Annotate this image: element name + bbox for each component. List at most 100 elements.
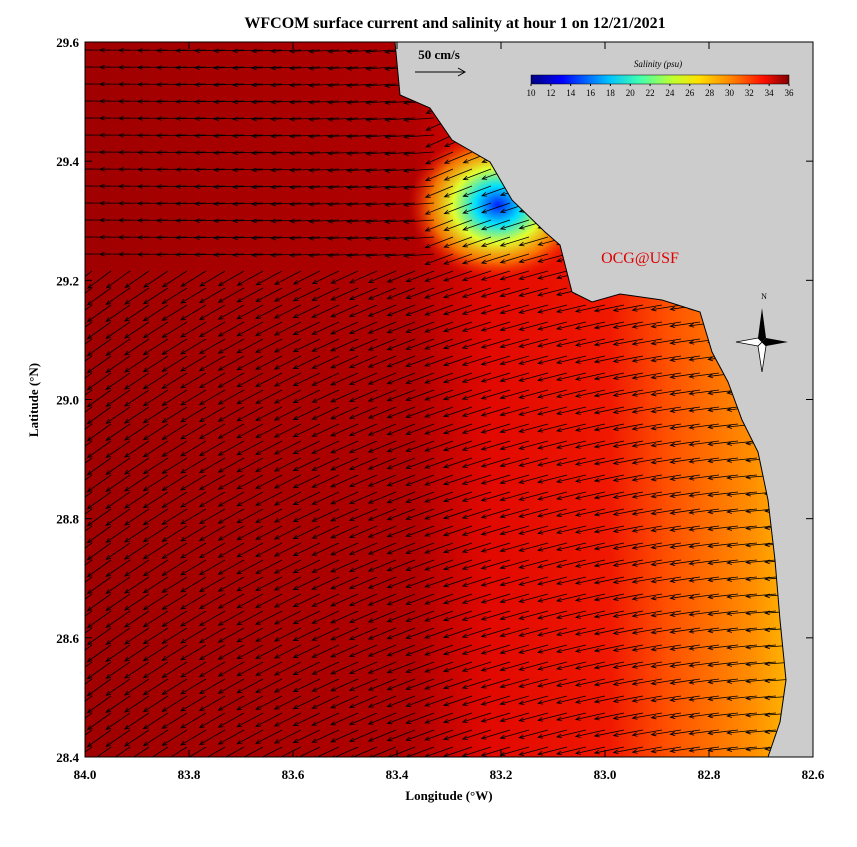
current-arrow [105, 372, 131, 390]
current-arrow [124, 746, 150, 757]
current-arrow [405, 644, 435, 656]
current-arrow [330, 576, 359, 590]
current-arrow [142, 474, 169, 492]
current-arrow [236, 661, 264, 677]
current-arrow [499, 406, 530, 417]
current-arrow [124, 491, 150, 509]
current-arrow [555, 321, 587, 331]
current-arrow [555, 406, 587, 416]
current-arrow [707, 729, 739, 736]
current-arrow [461, 491, 492, 502]
current-arrow [85, 661, 93, 680]
current-arrow [367, 661, 397, 674]
current-arrow [255, 712, 283, 727]
current-arrow [236, 440, 264, 456]
current-arrow [174, 167, 207, 172]
current-arrow [555, 610, 587, 620]
current-arrow [105, 287, 131, 306]
current-arrow [574, 355, 606, 364]
current-arrow [384, 151, 416, 156]
current-arrow [274, 270, 302, 285]
current-arrow [462, 236, 492, 248]
colorbar-tick-label: 18 [606, 88, 616, 98]
current-arrow [405, 695, 435, 707]
current-arrow [270, 218, 302, 224]
current-arrow [442, 525, 473, 537]
current-arrow [593, 678, 625, 687]
current-arrow [386, 304, 416, 317]
current-arrow [193, 150, 226, 156]
current-arrow [537, 287, 568, 297]
colorbar-tick-label: 28 [705, 88, 715, 98]
current-arrow [86, 440, 112, 459]
current-arrow [236, 321, 264, 337]
current-arrow [480, 661, 511, 672]
current-arrow [198, 644, 226, 661]
y-tick-label: 28.4 [56, 750, 79, 765]
current-arrow [273, 559, 302, 574]
current-arrow [255, 610, 283, 625]
current-arrow [330, 423, 359, 437]
current-arrow [270, 184, 302, 190]
current-arrow [518, 508, 549, 518]
colorbar-tick-label: 36 [785, 88, 795, 98]
current-arrow [142, 304, 169, 322]
current-arrow [726, 627, 758, 633]
current-arrow [631, 457, 663, 465]
current-arrow [650, 457, 682, 465]
current-arrow [499, 508, 530, 519]
current-arrow [403, 134, 435, 140]
current-arrow [105, 440, 131, 458]
current-arrow [198, 491, 226, 508]
current-arrow [180, 661, 207, 678]
current-arrow [612, 576, 644, 585]
current-arrow [365, 168, 397, 173]
current-arrow [105, 270, 131, 289]
current-arrow [631, 661, 663, 669]
current-arrow [442, 712, 473, 724]
current-arrow [142, 491, 169, 509]
current-arrow [85, 610, 93, 629]
current-arrow [764, 661, 786, 667]
current-arrow [442, 491, 473, 503]
current-arrow [499, 304, 530, 315]
current-arrow [386, 593, 416, 606]
current-arrow [105, 729, 131, 747]
current-arrow [555, 440, 587, 450]
current-arrow [480, 491, 511, 502]
current-arrow [180, 270, 207, 287]
current-arrow [650, 576, 682, 584]
current-arrow [270, 65, 302, 71]
current-arrow [555, 542, 587, 552]
current-arrow [461, 423, 492, 434]
current-arrow [273, 542, 302, 557]
current-arrow [311, 270, 340, 285]
current-arrow [480, 576, 511, 587]
current-arrow [236, 270, 264, 286]
current-arrow [462, 219, 492, 231]
current-arrow [348, 287, 378, 300]
current-arrow [537, 678, 568, 688]
current-arrow [161, 372, 188, 389]
current-arrow [405, 457, 435, 469]
current-arrow [155, 116, 188, 121]
current-arrow [574, 338, 606, 347]
current-arrow [289, 184, 321, 190]
current-arrow [650, 474, 682, 482]
current-arrow [424, 678, 454, 690]
current-arrow [405, 678, 435, 690]
current-arrow [726, 440, 758, 446]
current-arrow [292, 576, 321, 591]
current-arrow [669, 423, 701, 430]
current-arrow [480, 253, 511, 264]
current-arrow [461, 712, 492, 723]
current-arrow [142, 508, 169, 526]
current-arrow [236, 474, 264, 490]
current-arrow [142, 712, 169, 730]
current-arrow [311, 508, 340, 522]
current-arrow [251, 218, 283, 224]
current-arrow [217, 338, 245, 354]
current-arrow [574, 593, 606, 602]
current-arrow [612, 304, 644, 313]
current-arrow [292, 661, 321, 676]
